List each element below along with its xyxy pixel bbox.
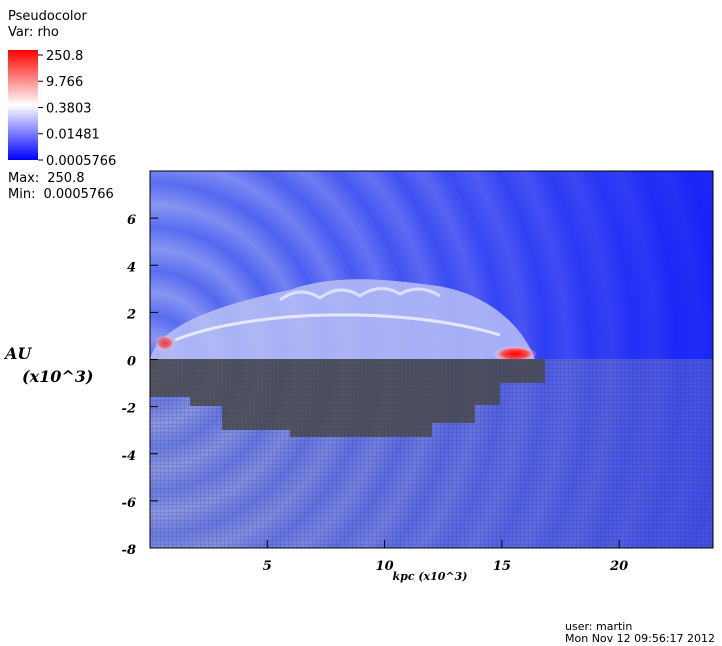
colorbar-tick-label: 250.8 bbox=[46, 49, 83, 64]
user: user: martin bbox=[565, 620, 632, 633]
colorbar-tick-label: 0.0005766 bbox=[46, 154, 116, 169]
x-tick-label: 15 bbox=[493, 559, 511, 574]
x-tick-label: 10 bbox=[376, 559, 394, 574]
max-label: Max: bbox=[8, 171, 39, 186]
x-axis-label: kpc (x10^3) bbox=[393, 570, 468, 583]
colorbar-tick-label: 0.3803 bbox=[46, 101, 92, 116]
y-tick-label: -6 bbox=[122, 496, 136, 511]
plot-name: Pseudocolor bbox=[8, 9, 87, 24]
y-tick-label: 4 bbox=[127, 260, 136, 275]
y-tick-label: 0 bbox=[127, 355, 136, 370]
min-label: Min: bbox=[8, 187, 35, 202]
min-value: 0.0005766 bbox=[43, 187, 113, 202]
colorbar bbox=[8, 50, 38, 160]
field bbox=[150, 171, 713, 548]
max-text: Max: 250.8 bbox=[8, 171, 84, 186]
y-tick-label: 2 bbox=[126, 307, 136, 322]
min-text: Min: 0.0005766 bbox=[8, 187, 114, 202]
y-tick-label: 6 bbox=[127, 213, 136, 228]
y-axis-label: (x10^3) bbox=[22, 367, 93, 386]
max-value: 250.8 bbox=[47, 171, 84, 186]
y-tick-label: -4 bbox=[122, 449, 136, 464]
y-tick-label: -8 bbox=[122, 543, 136, 558]
x-tick-label: 5 bbox=[263, 559, 272, 574]
variable: Var: rho bbox=[8, 25, 59, 40]
x-tick-label: 20 bbox=[609, 559, 628, 574]
colorbar-tick-label: 0.01481 bbox=[46, 128, 100, 143]
y-tick-label: -2 bbox=[122, 402, 136, 417]
colorbar-tick-label: 9.766 bbox=[46, 75, 83, 90]
y-axis-label: AU bbox=[3, 344, 32, 363]
date: Mon Nov 12 09:56:17 2012 bbox=[565, 632, 715, 645]
